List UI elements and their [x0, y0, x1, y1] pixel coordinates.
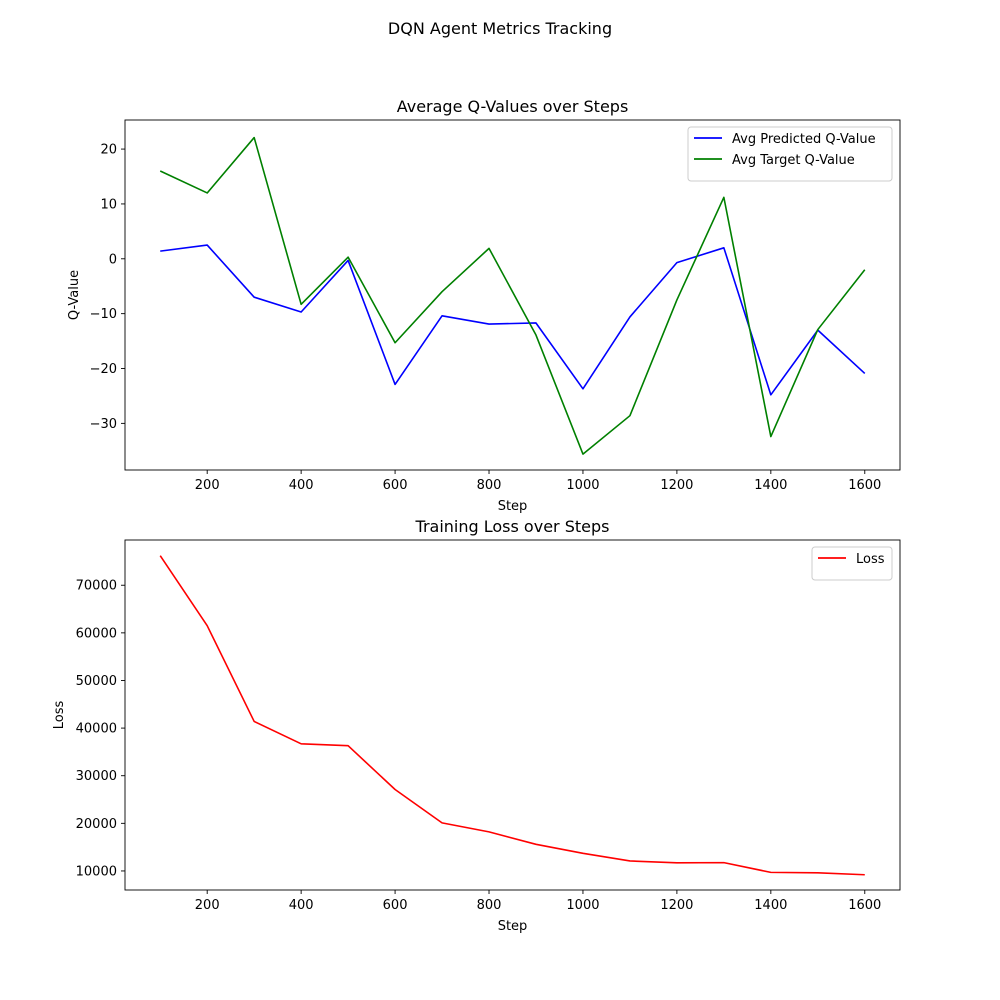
legend: Avg Predicted Q-Value Avg Target Q-Value [687, 126, 893, 182]
x-tick-label: 600 [383, 478, 408, 493]
axes-frame [124, 119, 901, 471]
y-axis-label: Loss [52, 701, 67, 730]
x-tick-label: 800 [477, 898, 502, 913]
loss-chart: Training Loss over Steps Step Loss 200 40… [52, 517, 901, 934]
x-tick-label: 400 [289, 898, 314, 913]
series-line-1 [159, 136, 866, 455]
y-tick-label: 60000 [76, 626, 117, 641]
series-line-0 [160, 244, 866, 396]
x-tick-label: 1200 [660, 898, 693, 913]
y-tick-label: 40000 [76, 722, 117, 737]
legend-label: Loss [856, 552, 885, 567]
x-axis-label: Step [498, 499, 528, 514]
q-values-chart: Average Q-Values over Steps Step Q-Value… [67, 97, 901, 514]
axes-frame [124, 539, 901, 891]
x-tick-label: 400 [289, 478, 314, 493]
y-axis-label: Q-Value [67, 270, 82, 320]
plot-area: 200 400 600 800 1000 1200 1400 1600 −30 −20 −10 0 10… [90, 119, 901, 493]
y-tick-label: 50000 [76, 674, 117, 689]
y-tick-label: 30000 [76, 769, 117, 784]
y-tick-label: −20 [90, 362, 117, 377]
chart-title: Average Q-Values over Steps [397, 97, 629, 116]
legend-label: Avg Target Q-Value [732, 153, 855, 168]
x-tick-label: 1400 [754, 478, 787, 493]
x-tick-label: 200 [195, 898, 220, 913]
y-tick-label: −10 [90, 307, 117, 322]
legend-box [811, 546, 893, 581]
chart-title: Training Loss over Steps [415, 517, 610, 536]
legend-label: Avg Predicted Q-Value [732, 132, 876, 147]
x-tick-label: 1000 [566, 478, 599, 493]
y-tick-label: 70000 [76, 579, 117, 594]
x-axis-label: Step [498, 919, 528, 934]
figure-suptitle: DQN Agent Metrics Tracking [388, 19, 612, 38]
plot-area: 200 400 600 800 1000 1200 1400 1600 10000 20000 30… [76, 539, 901, 913]
x-tick-label: 1400 [754, 898, 787, 913]
series-line-0 [159, 555, 865, 876]
y-tick-label: 0 [109, 252, 117, 267]
x-tick-label: 200 [195, 478, 220, 493]
x-tick-label: 1000 [566, 898, 599, 913]
x-tick-label: 1600 [848, 898, 881, 913]
x-tick-label: 600 [383, 898, 408, 913]
y-tick-label: 10 [100, 197, 117, 212]
x-tick-label: 1200 [660, 478, 693, 493]
y-tick-label: 20 [100, 143, 117, 158]
y-tick-label: 20000 [76, 817, 117, 832]
legend-box [687, 126, 893, 182]
legend: Loss [811, 546, 893, 581]
y-tick-label: −30 [90, 417, 117, 432]
y-tick-label: 10000 [76, 864, 117, 879]
x-tick-label: 1600 [848, 478, 881, 493]
x-tick-label: 800 [477, 478, 502, 493]
